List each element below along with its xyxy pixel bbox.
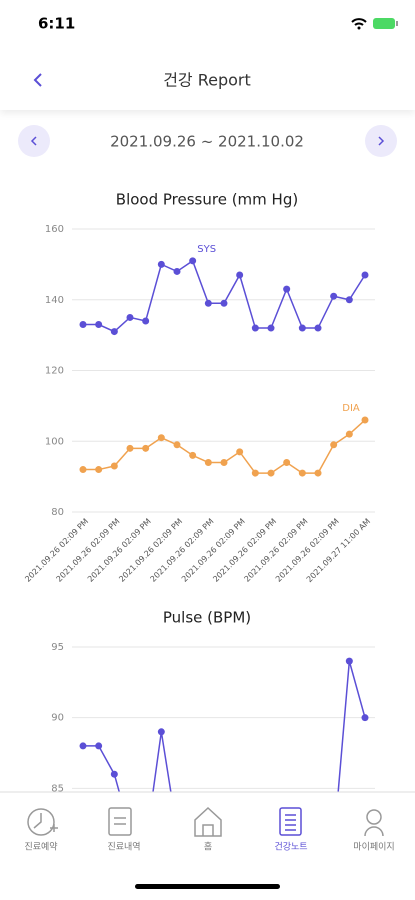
- data-point: [298, 469, 306, 477]
- data-point: [345, 296, 353, 304]
- prev-week[interactable]: [18, 125, 50, 157]
- data-point: [314, 324, 322, 332]
- y-tick-label: 120: [45, 366, 64, 377]
- data-point: [314, 469, 322, 477]
- status-icons: [351, 18, 398, 30]
- data-point: [110, 328, 118, 336]
- data-point: [204, 458, 212, 466]
- series-label: DIA: [342, 403, 360, 414]
- y-tick-label: 140: [45, 295, 64, 306]
- chart-title: Blood Pressure (mm Hg): [116, 191, 298, 209]
- tab-label[interactable]: 건강노트: [274, 842, 307, 853]
- y-tick-label: 85: [51, 783, 64, 794]
- data-point: [157, 260, 165, 268]
- data-point: [361, 271, 369, 279]
- y-tick-label: 90: [51, 713, 64, 724]
- data-point: [95, 742, 103, 750]
- data-point: [267, 469, 275, 477]
- data-point: [79, 466, 87, 474]
- data-point: [157, 728, 165, 736]
- x-tick-label: 2021.09.26 02:09 PM: [211, 517, 278, 584]
- data-point: [95, 321, 103, 329]
- y-tick-label: 160: [45, 224, 64, 235]
- chart-title: Pulse (BPM): [163, 609, 251, 627]
- data-point: [220, 299, 228, 307]
- status-time: 6:11: [38, 15, 75, 33]
- data-point: [189, 257, 197, 265]
- data-point: [79, 742, 87, 750]
- data-point: [298, 324, 306, 332]
- data-point: [79, 321, 87, 329]
- x-tick-label: 2021.09.26 02:09 PM: [149, 517, 216, 584]
- data-point: [220, 458, 228, 466]
- x-tick-label: 2021.09.26 02:09 PM: [23, 517, 90, 584]
- data-point: [283, 285, 291, 293]
- data-point: [267, 324, 275, 332]
- x-tick-label: 2021.09.26 02:09 PM: [55, 517, 122, 584]
- data-point: [251, 469, 259, 477]
- data-point: [142, 317, 150, 325]
- data-point: [126, 313, 134, 321]
- x-tick-label: 2021.09.26 02:09 PM: [274, 517, 341, 584]
- data-point: [142, 444, 150, 452]
- data-point: [330, 441, 338, 449]
- x-tick-label: 2021.09.26 02:09 PM: [180, 517, 247, 584]
- tab-label[interactable]: 홈: [204, 841, 212, 853]
- data-point: [110, 770, 118, 778]
- header-bg: [0, 0, 415, 110]
- data-point: [361, 714, 369, 722]
- data-point: [95, 466, 103, 474]
- x-tick-label: 2021.09.26 02:09 PM: [117, 517, 184, 584]
- x-tick-label: 2021.09.26 02:09 PM: [86, 517, 153, 584]
- y-tick-label: 95: [51, 642, 64, 653]
- date-range: 2021.09.26 ~ 2021.10.02: [110, 133, 304, 151]
- tab-bar: 진료예약 진료내역 홈 건강노트 마이페이지: [0, 791, 415, 900]
- data-point: [173, 441, 181, 449]
- tab-label[interactable]: 마이페이지: [353, 842, 394, 853]
- data-point: [204, 299, 212, 307]
- tab-label[interactable]: 진료내역: [107, 842, 140, 853]
- back-button[interactable]: [33, 73, 42, 87]
- data-point: [126, 444, 134, 452]
- next-week[interactable]: [365, 125, 397, 157]
- series-line: [83, 259, 366, 333]
- home-indicator: [135, 884, 280, 889]
- data-point: [345, 657, 353, 665]
- y-tick-label: 80: [51, 507, 64, 518]
- data-point: [173, 267, 181, 275]
- data-point: [345, 430, 353, 438]
- tab-label[interactable]: 진료예약: [24, 841, 57, 853]
- data-point: [157, 434, 165, 442]
- data-point: [251, 324, 259, 332]
- data-point: [283, 458, 291, 466]
- data-point: [361, 416, 369, 424]
- data-point: [236, 448, 244, 456]
- header-title: 건강 Report: [163, 71, 251, 90]
- data-point: [110, 462, 118, 470]
- data-point: [189, 451, 197, 459]
- x-tick-label: 2021.09.27 11:00 AM: [305, 517, 372, 584]
- series-label: SYS: [197, 244, 216, 255]
- y-tick-label: 100: [45, 436, 64, 447]
- charts: Blood Pressure (mm Hg) 80 100 120 140 160 2021…: [23, 191, 375, 865]
- data-point: [330, 292, 338, 300]
- data-point: [236, 271, 244, 279]
- x-tick-label: 2021.09.26 02:09 PM: [243, 517, 310, 584]
